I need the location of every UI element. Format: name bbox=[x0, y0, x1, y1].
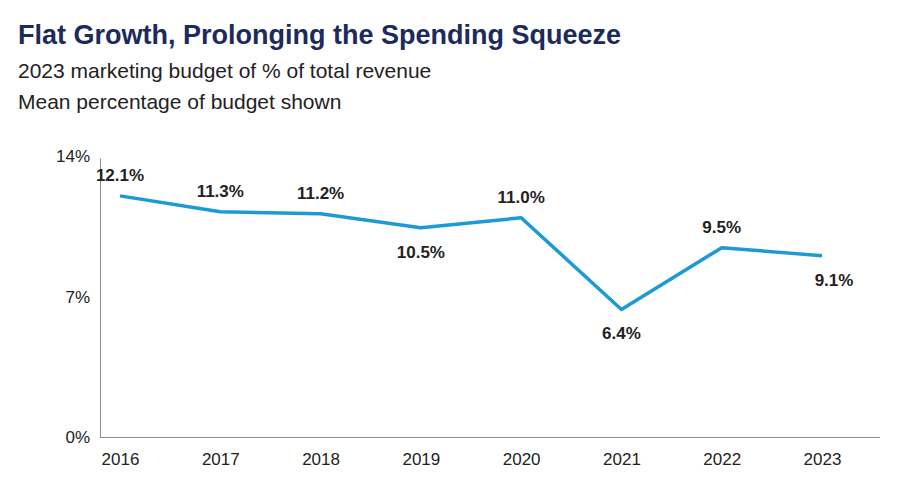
subtitle: 2023 marketing budget of % of total reve… bbox=[18, 59, 431, 82]
x-tick: 2019 bbox=[402, 437, 440, 469]
x-tick-label: 2019 bbox=[402, 450, 440, 469]
x-tick-label: 2017 bbox=[202, 450, 240, 469]
data-label: 12.1% bbox=[96, 166, 144, 185]
y-axis-line bbox=[100, 159, 101, 438]
subtitle: Mean percentage of budget shown bbox=[18, 90, 341, 113]
data-label: 11.3% bbox=[197, 182, 244, 201]
x-tick-label: 2016 bbox=[102, 450, 140, 469]
x-axis: 2016 2017 2018 2019 2020 2021 2022 2023 bbox=[100, 437, 880, 469]
y-axis: 0% 7% 14% bbox=[56, 147, 101, 447]
y-tick: 14% bbox=[56, 147, 100, 166]
y-tick: 7% bbox=[65, 288, 100, 307]
data-label: 9.1% bbox=[815, 271, 854, 290]
x-tick: 2018 bbox=[302, 437, 340, 469]
x-tick: 2020 bbox=[503, 437, 541, 469]
y-tick: 0% bbox=[65, 428, 100, 447]
x-tick: 2023 bbox=[804, 437, 842, 469]
x-axis-line bbox=[100, 437, 880, 438]
x-tick: 2016 bbox=[102, 437, 140, 469]
data-label: 6.4% bbox=[602, 324, 641, 343]
data-label: 11.0% bbox=[498, 188, 545, 207]
x-tick-label: 2020 bbox=[503, 450, 541, 469]
x-tick: 2022 bbox=[703, 437, 741, 469]
x-tick-label: 2022 bbox=[703, 450, 741, 469]
x-tick: 2021 bbox=[603, 437, 641, 469]
data-label: 10.5% bbox=[397, 243, 445, 262]
x-tick-label: 2023 bbox=[804, 450, 842, 469]
line bbox=[120, 196, 822, 310]
x-tick-label: 2018 bbox=[302, 450, 340, 469]
y-tick-label: 7% bbox=[65, 288, 90, 307]
y-tick-label: 0% bbox=[65, 428, 90, 447]
data-label: 9.5% bbox=[702, 218, 741, 237]
x-tick: 2017 bbox=[202, 437, 240, 469]
chart: Flat Growth, Prolonging the Spending Squ… bbox=[0, 0, 900, 492]
y-tick-label: 14% bbox=[56, 147, 90, 166]
data-label: 11.2% bbox=[297, 184, 344, 203]
x-tick-label: 2021 bbox=[603, 450, 641, 469]
title: Flat Growth, Prolonging the Spending Squ… bbox=[18, 20, 621, 50]
data-labels: 12.1% 11.3% 11.2% 10.5% 11.0% 6.4% 9.5% 9.1% bbox=[96, 166, 853, 344]
plot-area bbox=[120, 196, 822, 310]
